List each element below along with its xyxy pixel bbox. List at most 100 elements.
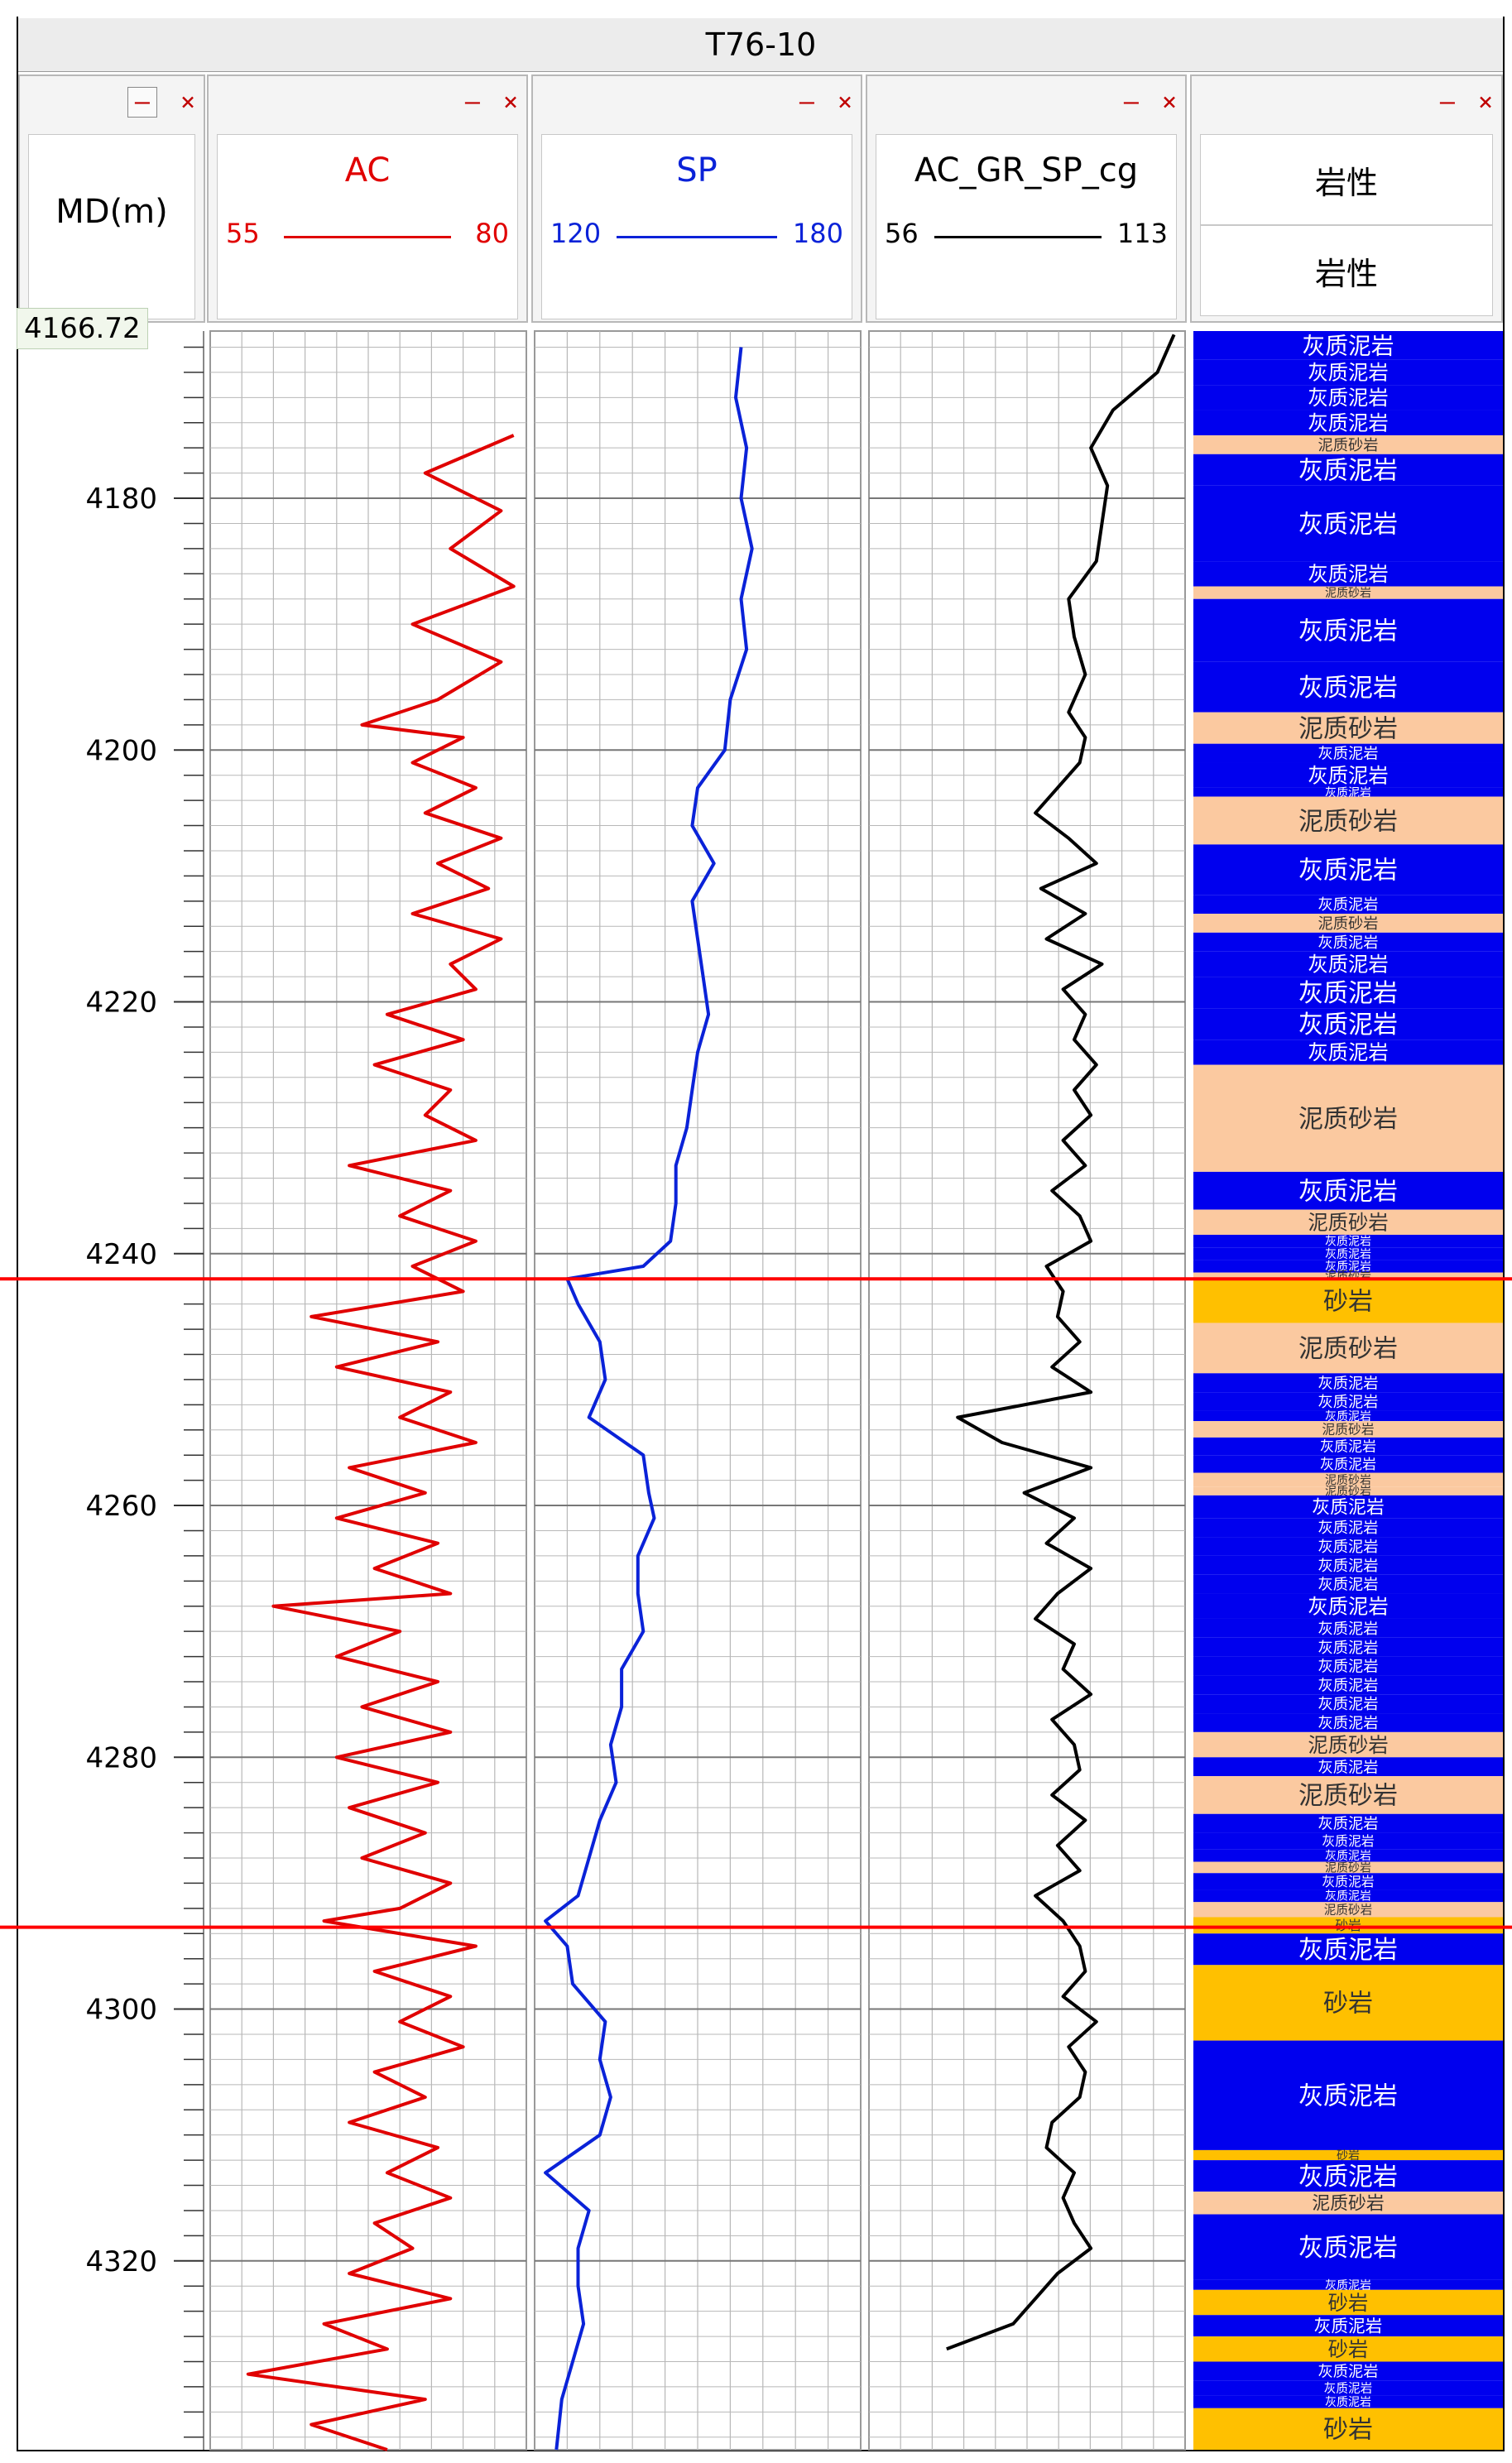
curve-name-ac-gr-sp-cg: AC_GR_SP_cg xyxy=(914,151,1139,190)
lithology-label: 灰质泥岩 xyxy=(1303,332,1394,359)
lithology-interval xyxy=(1193,796,1503,845)
lithology-interval xyxy=(1193,1917,1503,1934)
curve-name-ac: AC xyxy=(344,151,391,190)
lithology-interval xyxy=(1193,1472,1503,1487)
lithology-interval xyxy=(1193,1849,1503,1862)
lithology-interval xyxy=(1193,2192,1503,2215)
lithology-interval xyxy=(1193,762,1503,788)
lithology-label: 泥质砂岩 xyxy=(1324,1904,1372,1918)
lithology-label: 泥质砂岩 xyxy=(1298,807,1398,836)
track-sp-header-box: SP 120 180 xyxy=(541,134,852,319)
minimize-button[interactable]: – xyxy=(1123,88,1139,117)
lithology-label: 灰质泥岩 xyxy=(1308,386,1388,410)
track-ac-controls: – × xyxy=(442,88,518,117)
lithology-label: 灰质泥岩 xyxy=(1322,1833,1374,1849)
lithology-label: 砂岩 xyxy=(1328,2291,1369,2315)
lithology-label: 灰质泥岩 xyxy=(1298,2163,1398,2192)
lithology-interval xyxy=(1193,1694,1503,1714)
lithology-label: 砂岩 xyxy=(1323,1288,1373,1317)
lithology-label: 灰质泥岩 xyxy=(1318,1577,1379,1594)
lithology-interval xyxy=(1193,1933,1503,1966)
lithology-track-controls: – × xyxy=(1417,88,1493,117)
lithology-label: 灰质泥岩 xyxy=(1318,1659,1379,1676)
lithology-label: 灰质泥岩 xyxy=(1298,857,1398,886)
lithology-label: 灰质泥岩 xyxy=(1318,1620,1379,1638)
lithology-interval xyxy=(1193,561,1503,587)
lithology-interval xyxy=(1193,1902,1503,1918)
curve-ac-gr-sp-cg xyxy=(946,334,1176,2351)
lithology-label: 灰质泥岩 xyxy=(1325,1850,1371,1863)
lithology-interval xyxy=(1193,844,1503,895)
depth-tick-label: 4300 xyxy=(85,1994,157,2027)
close-button[interactable]: × xyxy=(837,88,852,117)
lithology-header-bottom: 岩性 xyxy=(1200,225,1493,316)
lithology-interval xyxy=(1193,1832,1503,1850)
lithology-label: 灰质泥岩 xyxy=(1318,2363,1379,2380)
lithology-label: 泥质砂岩 xyxy=(1318,437,1379,454)
lithology-interval xyxy=(1193,932,1503,952)
minimize-button[interactable]: – xyxy=(464,88,480,117)
lithology-interval xyxy=(1193,1455,1503,1473)
close-button[interactable]: × xyxy=(1161,88,1177,117)
lithology-interval xyxy=(1193,1373,1503,1393)
lithology-interval xyxy=(1193,2336,1503,2362)
lithology-label: 灰质泥岩 xyxy=(1324,2382,1372,2396)
lithology-label: 灰质泥岩 xyxy=(1325,1236,1371,1249)
lithology-interval xyxy=(1193,2361,1503,2381)
frame-right xyxy=(1503,17,1505,2451)
lithology-track: – × 岩性 岩性 xyxy=(1190,74,1503,2450)
lithology-interval xyxy=(1193,1675,1503,1695)
lithology-label: 灰质泥岩 xyxy=(1325,1890,1371,1904)
lithology-label: 灰质泥岩 xyxy=(1325,1248,1371,1261)
lithology-label: 泥质砂岩 xyxy=(1318,915,1379,933)
lithology-label: 灰质泥岩 xyxy=(1298,674,1398,703)
close-button[interactable]: × xyxy=(1477,88,1493,117)
lithology-interval xyxy=(1193,2408,1503,2450)
lithology-interval xyxy=(1193,2149,1503,2161)
lithology-interval xyxy=(1193,1813,1503,1833)
lithology-label: 灰质泥岩 xyxy=(1322,1874,1374,1889)
lithology-label: 灰质泥岩 xyxy=(1318,1677,1379,1694)
lithology-label: 泥质砂岩 xyxy=(1308,1733,1388,1757)
lithology-label: 灰质泥岩 xyxy=(1325,786,1371,799)
lithology-label: 泥质砂岩 xyxy=(1325,1474,1371,1487)
lithology-interval xyxy=(1193,2160,1503,2192)
lithology-label: 灰质泥岩 xyxy=(1318,1715,1379,1732)
minimize-button[interactable]: – xyxy=(127,87,157,118)
lithology-interval xyxy=(1193,1593,1503,1619)
depth-track-controls: – × xyxy=(104,87,195,118)
lithology-interval xyxy=(1193,598,1503,662)
lithology-label: 泥质砂岩 xyxy=(1298,1105,1398,1134)
lithology-label: 砂岩 xyxy=(1335,1918,1361,1933)
lithology-interval xyxy=(1193,2315,1503,2337)
lithology-label: 灰质泥岩 xyxy=(1298,2082,1398,2111)
scale-max-ac: 80 xyxy=(475,218,509,249)
lithology-label: 灰质泥岩 xyxy=(1318,934,1379,952)
track-ac-header-box: AC 55 80 xyxy=(217,134,518,319)
track-sp: – × SP 120 180 xyxy=(531,74,862,2450)
lithology-interval xyxy=(1193,1873,1503,1890)
depth-tick-label: 4220 xyxy=(85,987,157,1020)
close-button[interactable]: × xyxy=(502,88,518,117)
lithology-label: 泥质砂岩 xyxy=(1298,1782,1398,1811)
lithology-interval xyxy=(1193,1486,1503,1496)
lithology-interval xyxy=(1193,1713,1503,1732)
depth-readout: 4166.72 xyxy=(17,308,148,349)
lithology-label: 灰质泥岩 xyxy=(1318,1558,1379,1575)
close-button[interactable]: × xyxy=(180,88,195,117)
lithology-label: 灰质泥岩 xyxy=(1298,457,1398,486)
lithology-interval xyxy=(1193,1574,1503,1594)
lithology-label: 灰质泥岩 xyxy=(1298,2234,1398,2263)
lithology-interval xyxy=(1193,661,1503,713)
lithology-interval xyxy=(1193,2289,1503,2316)
lithology-interval xyxy=(1193,1637,1503,1657)
lithology-interval xyxy=(1193,951,1503,977)
lithology-label: 灰质泥岩 xyxy=(1318,1696,1379,1713)
minimize-button[interactable]: – xyxy=(1439,88,1455,117)
lithology-interval xyxy=(1193,2279,1503,2290)
scale-line-sp xyxy=(617,236,777,238)
scale-min-sp: 120 xyxy=(550,218,602,249)
lithology-interval xyxy=(1193,1260,1503,1273)
minimize-button[interactable]: – xyxy=(799,88,814,117)
